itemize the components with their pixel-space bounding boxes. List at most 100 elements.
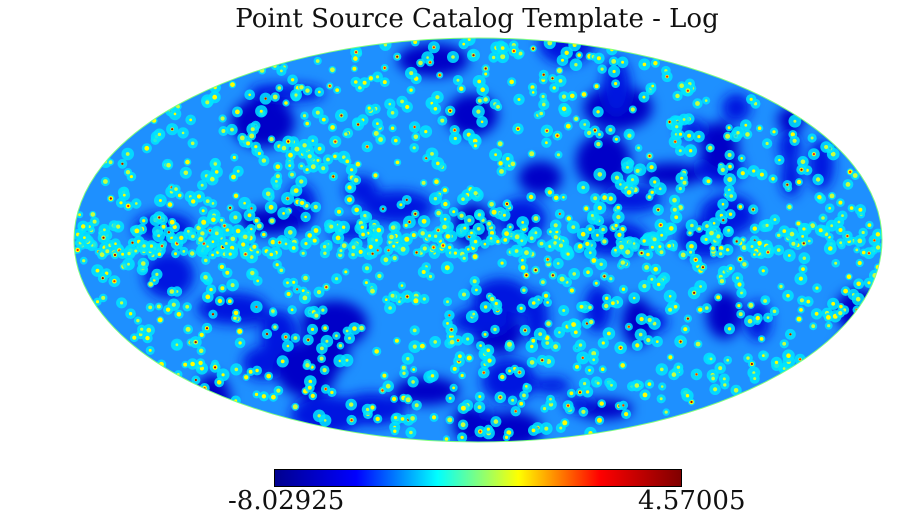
source-core bbox=[547, 40, 553, 46]
source-peak bbox=[567, 404, 570, 407]
source-core bbox=[480, 87, 486, 92]
source-core bbox=[244, 375, 249, 380]
source-core bbox=[234, 367, 239, 372]
source-peak bbox=[693, 291, 696, 294]
source-core bbox=[583, 382, 587, 386]
source-core bbox=[709, 230, 714, 236]
source-core bbox=[153, 279, 156, 282]
void-region bbox=[851, 109, 882, 149]
source-core bbox=[553, 344, 558, 350]
source-core bbox=[765, 141, 769, 146]
source-core bbox=[596, 233, 599, 237]
source-core bbox=[572, 272, 576, 276]
source-core bbox=[486, 427, 490, 431]
source-core bbox=[574, 116, 579, 121]
source-core bbox=[594, 84, 599, 89]
source-core bbox=[539, 111, 543, 116]
source-core bbox=[562, 309, 566, 312]
source-core bbox=[161, 224, 166, 229]
source-core bbox=[142, 244, 146, 248]
source-core bbox=[214, 170, 219, 174]
source-core bbox=[233, 316, 237, 320]
void-region bbox=[230, 97, 295, 148]
source-core bbox=[301, 251, 305, 255]
source-core bbox=[233, 310, 239, 316]
source-core bbox=[483, 97, 488, 102]
source-core bbox=[789, 231, 795, 237]
source-core bbox=[254, 218, 259, 223]
source-core bbox=[433, 107, 438, 111]
source-core bbox=[376, 122, 379, 125]
source-core bbox=[288, 152, 293, 158]
source-core bbox=[321, 117, 326, 122]
source-core bbox=[467, 218, 472, 223]
source-peak bbox=[307, 338, 310, 341]
source-layer bbox=[74, 38, 882, 442]
source-core bbox=[128, 312, 133, 316]
source-core bbox=[235, 109, 240, 115]
source-core bbox=[116, 224, 121, 229]
source-core bbox=[268, 204, 274, 210]
source-core bbox=[531, 91, 535, 94]
source-core bbox=[120, 301, 124, 305]
source-core bbox=[581, 409, 586, 414]
source-core bbox=[148, 348, 152, 352]
colorbar-max-label: 4.57005 bbox=[638, 486, 746, 516]
source-core bbox=[549, 230, 552, 234]
source-core bbox=[561, 106, 567, 112]
source-core bbox=[377, 273, 382, 279]
source-core bbox=[294, 146, 300, 152]
source-core bbox=[236, 169, 240, 173]
source-peak bbox=[171, 128, 174, 131]
source-core bbox=[875, 232, 881, 237]
source-core bbox=[679, 83, 684, 88]
source-core bbox=[311, 139, 315, 142]
source-core bbox=[185, 159, 190, 165]
source-core bbox=[528, 194, 534, 200]
source-core bbox=[249, 133, 255, 139]
source-core bbox=[333, 154, 337, 159]
source-peak bbox=[541, 359, 544, 362]
source-core bbox=[317, 90, 321, 94]
source-peak bbox=[194, 341, 197, 344]
map-title: Point Source Catalog Template - Log bbox=[235, 4, 719, 34]
source-core bbox=[556, 153, 561, 157]
source-core bbox=[697, 227, 701, 231]
source-core bbox=[201, 209, 205, 213]
source-core bbox=[664, 410, 668, 414]
source-core bbox=[509, 79, 514, 85]
source-core bbox=[577, 243, 583, 249]
source-peak bbox=[666, 75, 669, 78]
source-peak bbox=[735, 240, 738, 243]
source-core bbox=[564, 50, 569, 55]
source-core bbox=[475, 288, 478, 292]
source-core bbox=[467, 38, 471, 41]
source-core bbox=[243, 201, 246, 205]
source-core bbox=[290, 172, 294, 177]
colorbar-min-label: -8.02925 bbox=[228, 486, 345, 516]
source-core bbox=[290, 308, 294, 312]
source-peak bbox=[449, 109, 452, 112]
source-core bbox=[612, 69, 616, 74]
source-core bbox=[174, 187, 178, 191]
source-core bbox=[773, 218, 777, 222]
source-core bbox=[166, 162, 171, 168]
source-core bbox=[811, 324, 816, 329]
source-peak bbox=[802, 242, 805, 245]
source-core bbox=[284, 242, 288, 246]
source-core bbox=[335, 88, 340, 92]
source-peak bbox=[223, 224, 226, 227]
source-core bbox=[140, 327, 144, 331]
source-core bbox=[171, 302, 176, 307]
source-core bbox=[254, 392, 259, 397]
source-core bbox=[360, 225, 364, 229]
source-core bbox=[390, 111, 395, 115]
source-core bbox=[590, 214, 594, 217]
source-core bbox=[597, 417, 602, 423]
source-core bbox=[252, 244, 257, 249]
source-core bbox=[689, 244, 694, 249]
source-core bbox=[398, 300, 401, 304]
source-core bbox=[507, 341, 512, 347]
source-core bbox=[491, 209, 497, 215]
source-core bbox=[761, 269, 765, 273]
